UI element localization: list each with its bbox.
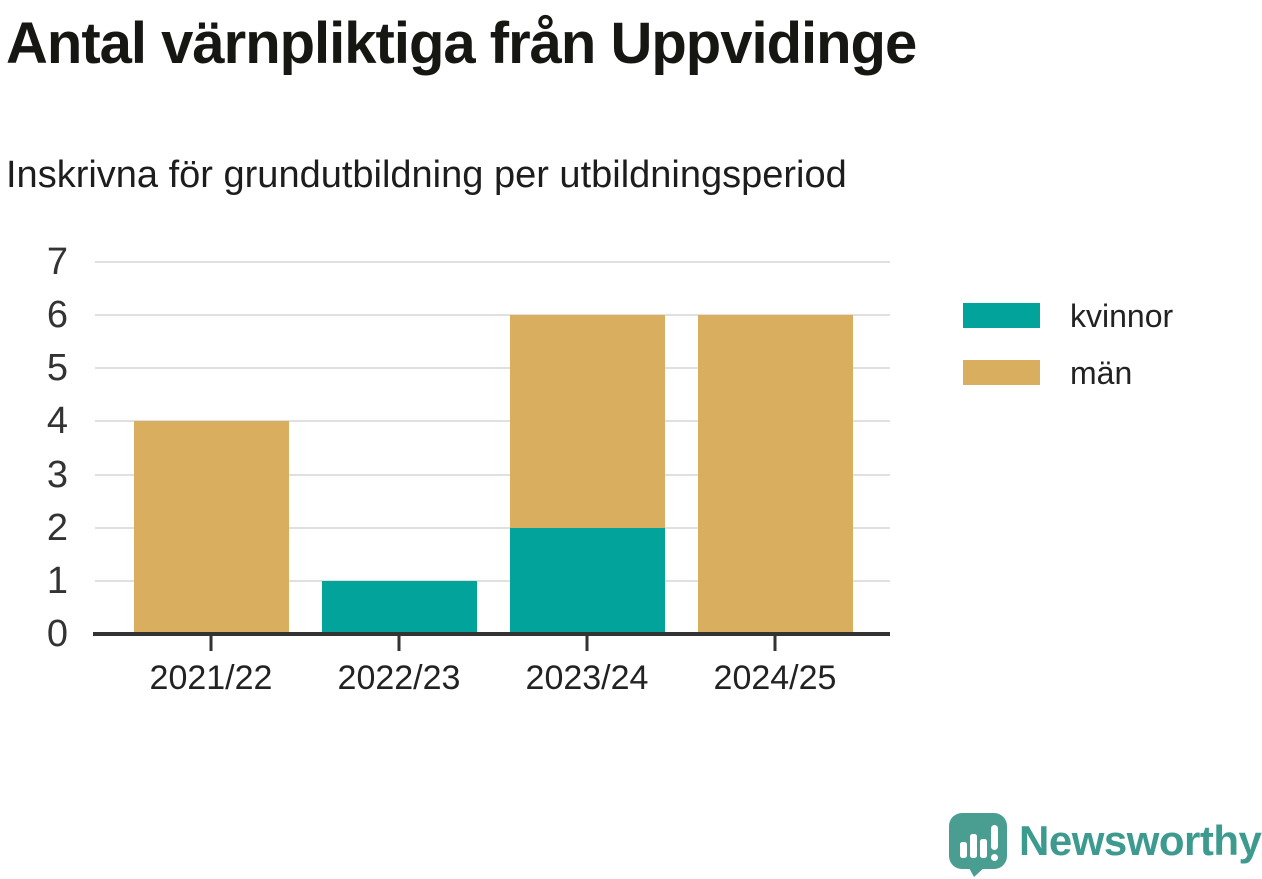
- gridline-3: [95, 473, 890, 476]
- y-tick-label-0: 0: [46, 613, 68, 655]
- x-tick-label-2024/25: 2024/25: [713, 659, 837, 697]
- chart-subtitle: Inskrivna för grundutbildning per utbild…: [6, 154, 847, 196]
- y-tick-label-4: 4: [46, 400, 68, 443]
- bar-segment-män-2023/24: [509, 315, 665, 528]
- legend-item-kvinnor: kvinnor: [963, 300, 1173, 332]
- x-tick-2024/25: [773, 636, 777, 651]
- legend: kvinnor män: [963, 300, 1173, 417]
- bar-segment-kvinnor-2023/24: [509, 527, 665, 634]
- gridline-7: [95, 261, 890, 263]
- gridline-2: [95, 526, 890, 529]
- x-tick-label-2023/24: 2023/24: [525, 659, 649, 697]
- chart-title: Antal värnpliktiga från Uppvidinge: [6, 11, 917, 76]
- legend-label-män: män: [1070, 354, 1133, 391]
- legend-swatch-män: [963, 360, 1040, 385]
- x-tick-label-2021/22: 2021/22: [149, 659, 273, 697]
- y-tick-label-6: 6: [46, 294, 68, 337]
- x-tick-2021/22: [209, 636, 213, 651]
- y-tick-label-5: 5: [46, 347, 68, 390]
- gridline-6: [95, 314, 890, 317]
- newsworthy-logo-text: Newsworthy: [1019, 816, 1262, 864]
- gridline-5: [95, 367, 890, 370]
- y-tick-label-2: 2: [46, 506, 68, 549]
- x-tick-2022/23: [397, 636, 401, 651]
- y-tick-label-3: 3: [46, 453, 68, 496]
- bar-segment-män-2021/22: [133, 421, 289, 634]
- x-axis-line: [93, 632, 890, 636]
- x-tick-2023/24: [585, 636, 589, 651]
- bar-segment-kvinnor-2022/23: [321, 580, 477, 634]
- bar-segment-män-2024/25: [697, 315, 853, 634]
- brand-footer: Newsworthy: [947, 812, 1262, 877]
- x-tick-label-2022/23: 2022/23: [337, 659, 461, 697]
- legend-item-män: män: [963, 357, 1173, 389]
- y-tick-label-1: 1: [46, 559, 68, 602]
- legend-label-kvinnor: kvinnor: [1070, 297, 1174, 334]
- gridline-1: [95, 579, 890, 582]
- gridline-4: [95, 420, 890, 423]
- y-tick-label-7: 7: [46, 241, 68, 283]
- legend-swatch-kvinnor: [963, 303, 1040, 328]
- newsworthy-logo-icon: [949, 813, 1007, 877]
